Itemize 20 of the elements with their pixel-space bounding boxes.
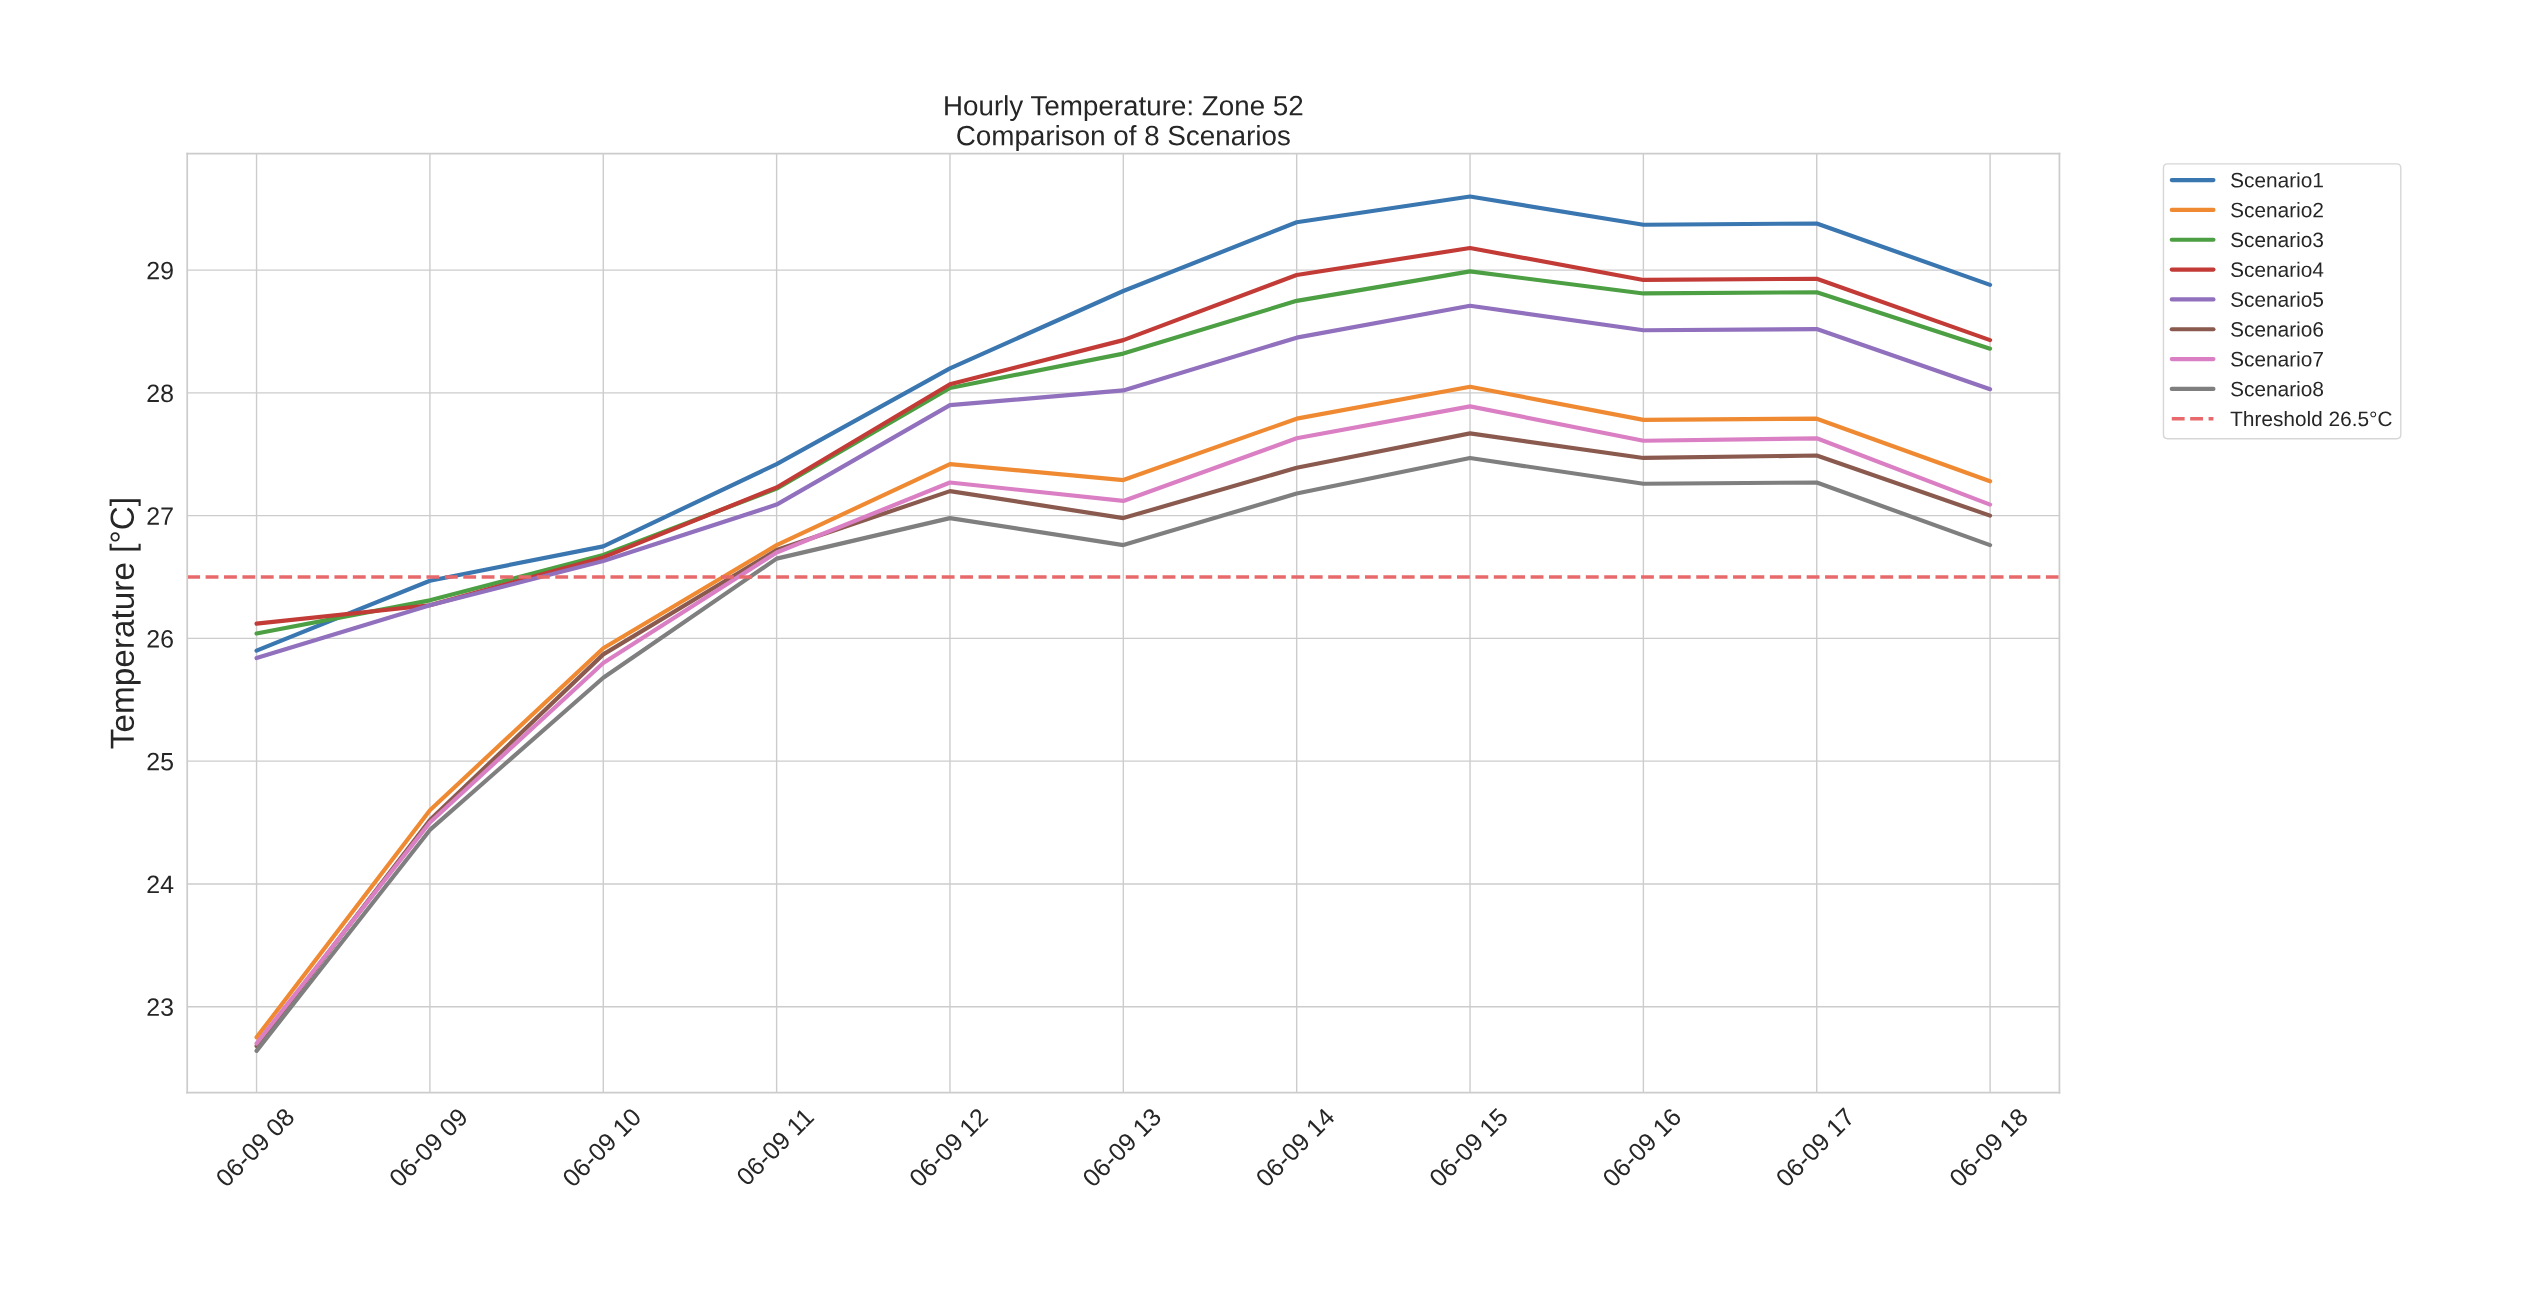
legend-label: Scenario2	[2231, 202, 2323, 218]
legend-label: Scenario7	[2231, 351, 2323, 367]
y-tick-label: 27	[147, 507, 173, 525]
legend-label: Scenario3	[2231, 231, 2324, 248]
chart-title: Hourly Temperature: Zone 52 Comparison of 8 Scenarios	[945, 95, 1303, 151]
y-tick-label: 23	[147, 998, 173, 1016]
legend-label: Scenario8	[2231, 381, 2324, 397]
y-axis-title: Temperature [°C]	[109, 499, 141, 749]
legend-label: Scenario5	[2231, 291, 2324, 307]
legend-label: Scenario6	[2231, 321, 2324, 337]
y-tick-label: 25	[147, 752, 173, 771]
legend-label: Scenario4	[2231, 261, 2324, 278]
y-tick-label: 24	[147, 875, 174, 893]
y-tick-label: 26	[147, 630, 173, 648]
legend-label: Scenario1	[2231, 172, 2323, 188]
y-tick-label: 28	[147, 384, 173, 403]
legend-label: Threshold 26.5°C	[2230, 410, 2392, 427]
line-series	[254, 303, 1993, 661]
line-series	[254, 194, 1993, 653]
y-tick-label: 29	[147, 261, 173, 280]
